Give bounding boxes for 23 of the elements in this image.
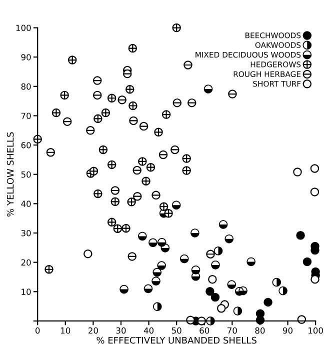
x-tick-label: 0 (36, 327, 40, 334)
x-tick-label: 10 (61, 327, 70, 334)
y-tick-label: 10 (22, 288, 31, 295)
x-tick-label: 60 (200, 327, 210, 334)
x-tick-label: 40 (144, 327, 154, 334)
y-tick-label: 20 (21, 259, 31, 266)
x-tick-label: 100 (308, 327, 323, 334)
x-tick-label: 30 (116, 327, 126, 334)
y-tick-label: 80 (21, 83, 31, 90)
x-tick-label: 80 (255, 327, 265, 334)
x-axis-title: % EFFECTIVELY UNBANDED SHELLS (96, 336, 256, 344)
x-tick-label: 50 (172, 327, 182, 334)
y-axis-title: % YELLOW SHELLS (6, 132, 14, 217)
y-tick-label: 60 (21, 142, 31, 148)
x-tick-label: 70 (228, 327, 237, 334)
x-tick-label: 20 (88, 327, 98, 334)
x-tick-label: 90 (282, 327, 293, 334)
y-tick-label: 50 (21, 171, 31, 178)
y-tick-label: 90 (21, 54, 31, 60)
y-tick-label: 40 (21, 200, 31, 207)
y-tick-label: 100 (16, 24, 31, 32)
y-tick-label: 30 (21, 230, 31, 236)
y-tick-label: 70 (21, 112, 31, 120)
